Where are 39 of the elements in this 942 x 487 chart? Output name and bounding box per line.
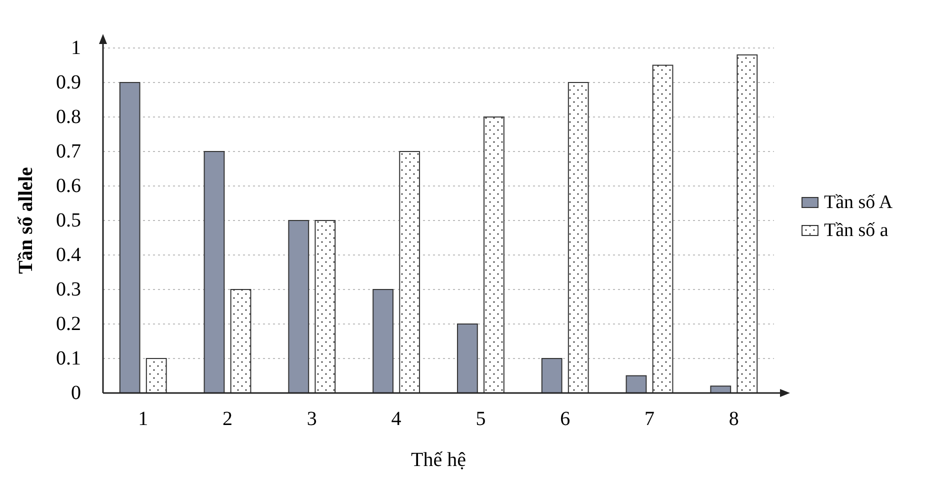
y-tick-label: 0.7 bbox=[56, 140, 81, 162]
bar bbox=[399, 151, 420, 394]
x-tick-label: 3 bbox=[306, 408, 317, 430]
bar bbox=[484, 116, 504, 394]
y-tick-label: 0.3 bbox=[56, 278, 81, 300]
bar bbox=[710, 386, 732, 394]
y-tick-label: 0.4 bbox=[56, 244, 81, 266]
bar bbox=[626, 375, 647, 394]
y-tick-label: 0.6 bbox=[56, 175, 81, 197]
x-tick-label: 4 bbox=[391, 408, 402, 430]
y-tick-label: 0.9 bbox=[56, 72, 81, 94]
bar bbox=[146, 358, 167, 394]
bar bbox=[204, 151, 225, 394]
bar bbox=[736, 54, 758, 394]
bar bbox=[230, 289, 252, 394]
legend-label: Tần số A bbox=[824, 192, 893, 213]
y-tick-label: 0.8 bbox=[56, 106, 81, 128]
y-tick-label: 0.2 bbox=[56, 313, 81, 335]
y-tick-label: 0.5 bbox=[56, 210, 81, 232]
x-tick-label: 1 bbox=[138, 408, 148, 430]
bar bbox=[372, 289, 394, 394]
x-axis-title: Thế hệ bbox=[411, 449, 466, 471]
bar bbox=[652, 64, 674, 394]
legend-label: Tần số a bbox=[824, 220, 889, 241]
x-tick-label: 2 bbox=[222, 408, 232, 430]
bar bbox=[568, 82, 589, 394]
y-axis-title: Tần số allele bbox=[15, 167, 37, 274]
bar bbox=[541, 358, 562, 394]
bar bbox=[119, 82, 140, 394]
bar bbox=[456, 324, 478, 394]
y-tick-label: 0 bbox=[71, 382, 81, 404]
y-tick-label: 0.1 bbox=[56, 348, 81, 370]
x-tick-label: 7 bbox=[644, 408, 655, 430]
x-tick-label: 5 bbox=[476, 408, 486, 430]
bar bbox=[288, 220, 310, 394]
bar bbox=[314, 220, 336, 394]
x-tick-label: 6 bbox=[560, 408, 570, 430]
x-tick-label: 8 bbox=[728, 408, 739, 430]
y-tick-label: 1 bbox=[71, 37, 81, 59]
